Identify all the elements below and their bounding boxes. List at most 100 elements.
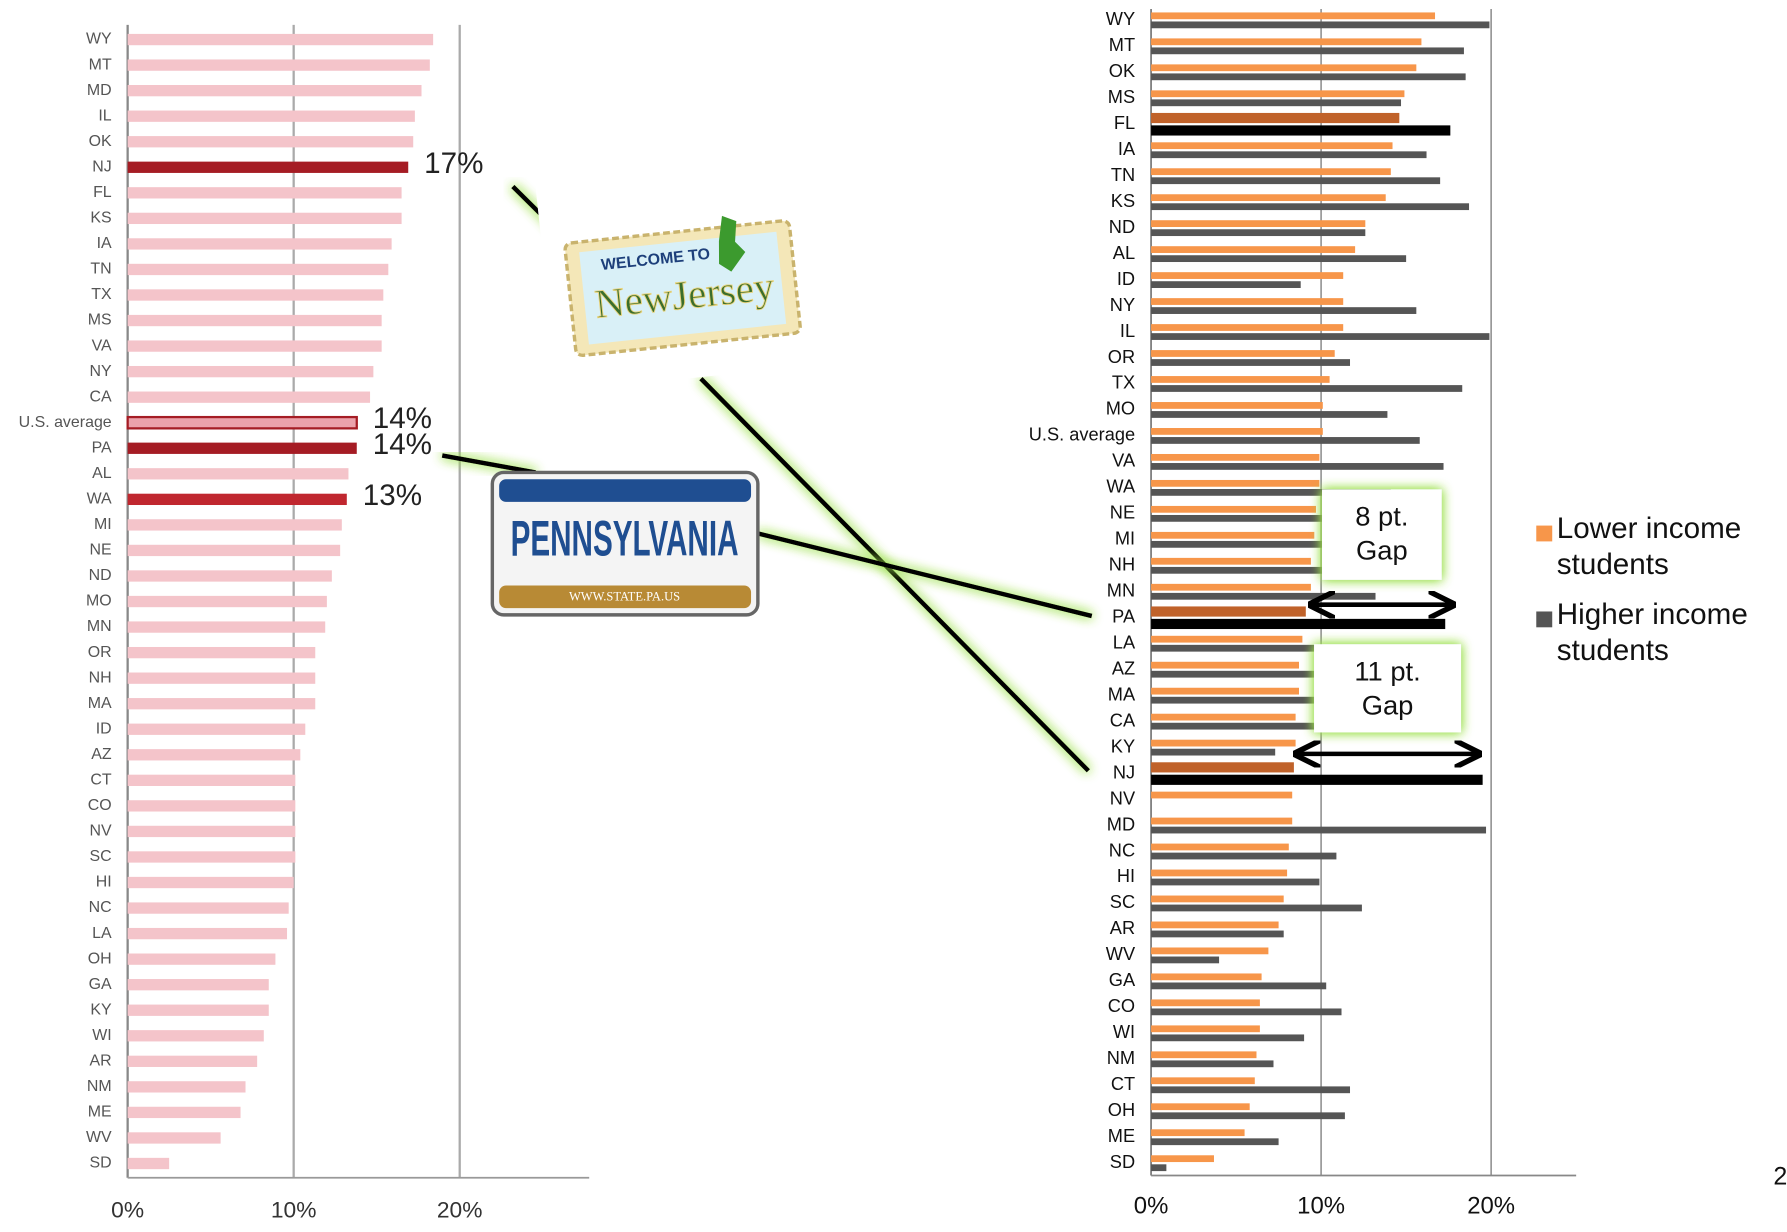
y-tick-label: NC — [1109, 840, 1135, 860]
annotation-box: 8 pt. Gap — [1355, 502, 1408, 566]
y-tick-label: IA — [97, 235, 112, 252]
y-tick-label: WI — [1113, 1022, 1135, 1042]
bar — [127, 519, 342, 531]
y-tick-label: IL — [98, 107, 111, 124]
y-tick-label: NV — [90, 823, 113, 840]
y-tick-label: SD — [90, 1155, 112, 1172]
sign-text: PENNSYLVANIA — [511, 511, 739, 567]
y-tick-label: TN — [1111, 165, 1135, 185]
legend-label-box: Higher income students — [1556, 596, 1748, 667]
bar — [1151, 272, 1344, 279]
bar — [1151, 307, 1417, 314]
y-tick-label: CT — [90, 772, 112, 789]
bar — [127, 646, 316, 659]
y-tick-label: KY — [1111, 736, 1135, 756]
bar — [127, 723, 306, 735]
y-tick-label: AZ — [1112, 659, 1135, 679]
y-tick-label: OK — [1109, 61, 1135, 81]
bar — [127, 1157, 170, 1170]
y-tick-label: HI — [96, 874, 112, 891]
y-tick-label: MA — [1108, 685, 1136, 705]
bar — [1151, 177, 1441, 185]
value-label: 14% — [373, 428, 432, 461]
y-tick-label: MO — [86, 593, 112, 610]
page-number: 2 — [1773, 1162, 1787, 1190]
bar — [127, 493, 347, 506]
y-tick-label: KY — [90, 1001, 112, 1018]
bar — [1151, 333, 1490, 340]
y-tick-label: U.S. average — [19, 414, 112, 431]
bar — [1151, 21, 1490, 29]
bar — [1151, 1112, 1345, 1120]
y-tick-label: ND — [1109, 217, 1135, 237]
y-tick-label: NM — [1107, 1048, 1135, 1068]
bar — [126, 415, 358, 430]
bar — [1151, 453, 1320, 461]
bar — [1151, 359, 1351, 366]
bar — [1151, 762, 1294, 773]
y-tick-label: NH — [1109, 555, 1135, 575]
y-tick-label: MT — [89, 56, 112, 73]
plate-band — [499, 479, 752, 502]
y-tick-label: VA — [1112, 451, 1136, 471]
y-tick-label: CO — [88, 797, 112, 814]
bar — [127, 979, 269, 991]
y-tick-label: NE — [90, 542, 112, 559]
bar — [127, 1081, 246, 1093]
y-tick-label: ND — [89, 567, 112, 584]
y-tick-label: IA — [1118, 139, 1136, 159]
y-tick-label: SC — [90, 848, 112, 865]
y-tick-label: TX — [91, 286, 112, 303]
y-tick-label: LA — [1113, 633, 1136, 653]
bar — [1151, 125, 1451, 136]
value-label: 14% — [373, 402, 432, 435]
bar — [1151, 428, 1323, 435]
bar — [1151, 774, 1483, 785]
annotation-box — [1322, 489, 1442, 580]
bar — [1151, 895, 1284, 903]
legend-label: Higher income students — [1556, 596, 1748, 667]
bar — [127, 365, 374, 378]
bar — [1151, 112, 1400, 124]
legend-label-box: Lower income students — [1557, 511, 1741, 581]
bar — [1151, 852, 1337, 860]
bar — [1151, 1025, 1260, 1033]
bar — [127, 1030, 264, 1042]
y-tick-label: GA — [1109, 970, 1136, 990]
bar — [1151, 1138, 1279, 1146]
bar — [1151, 878, 1320, 886]
y-tick-label: PA — [1112, 607, 1136, 627]
y-tick-label: MD — [1107, 814, 1135, 834]
y-tick-label: NY — [90, 363, 113, 380]
bar — [127, 595, 327, 608]
nj-shape — [718, 215, 746, 272]
bar — [1151, 479, 1320, 487]
y-tick-label: TN — [90, 261, 111, 278]
bar — [127, 59, 430, 71]
bar — [1151, 904, 1362, 912]
y-tick-label: CO — [1108, 996, 1135, 1016]
bar — [1151, 606, 1306, 617]
bar — [1151, 229, 1366, 237]
overlay: WELCOME TO NewJersey PENNSYLVANIA WWW.ST… — [441, 5, 1787, 1190]
y-tick-label: ME — [88, 1104, 112, 1121]
annotation: 11 pt. Gap — [1354, 656, 1421, 722]
bar — [1151, 973, 1262, 981]
bar — [1151, 1034, 1305, 1042]
connector — [699, 377, 1091, 773]
y-tick-label: KS — [90, 210, 111, 227]
value-label: 13% — [363, 479, 422, 512]
y-tick-label: MD — [87, 82, 112, 99]
y-tick-label: AR — [90, 1053, 112, 1070]
bar — [1151, 566, 1356, 574]
bar — [1151, 298, 1344, 305]
y-tick-label: NJ — [92, 159, 111, 176]
y-tick-label: MA — [88, 695, 112, 712]
bar — [127, 1004, 269, 1016]
x-tick-label: 20% — [1467, 1192, 1515, 1219]
y-tick-label: VA — [92, 337, 112, 354]
y-tick-label: CT — [1111, 1074, 1135, 1094]
bar — [1151, 921, 1279, 929]
y-tick-label: WA — [87, 491, 112, 508]
